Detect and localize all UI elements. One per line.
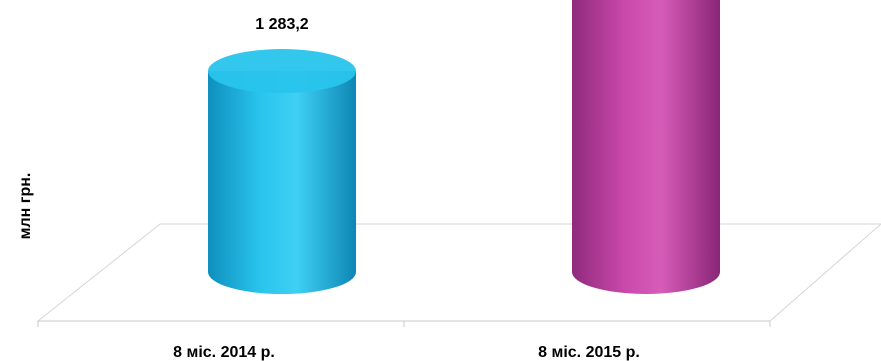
- bar-1-top: [208, 49, 356, 94]
- bar-1-body: [208, 71, 356, 295]
- y-axis-title: млн грн.: [17, 173, 34, 240]
- x-axis-category-label: 8 міс. 2014 р.: [173, 344, 275, 361]
- bar-1-value-label: 1 283,2: [255, 16, 308, 33]
- bar-2-body: [572, 0, 720, 294]
- chart-floor: [36, 223, 881, 322]
- x-axis-category-label: 8 міс. 2015 р.: [538, 344, 640, 361]
